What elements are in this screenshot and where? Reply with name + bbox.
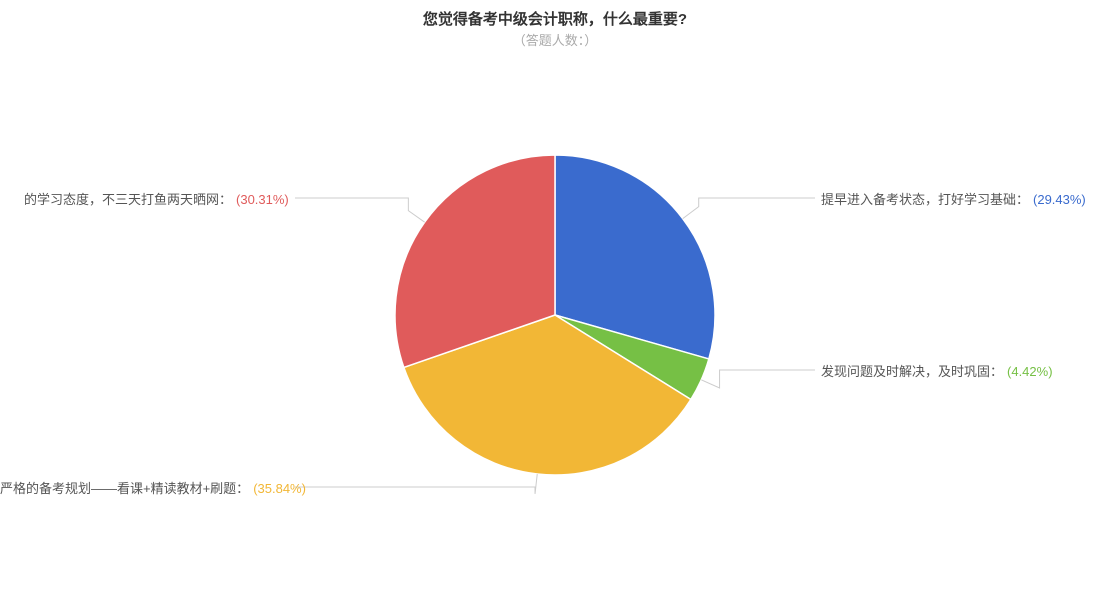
leader-line — [295, 198, 425, 222]
leader-line — [295, 474, 537, 494]
pie-label: 提早进入备考状态，打好学习基础： (29.43%) — [821, 189, 1086, 208]
pie-label: 严格的备考规划——看课+精读教材+刷题： (35.84%) — [0, 478, 306, 497]
pie-label-percent: (30.31%) — [236, 192, 289, 207]
pie-chart-svg — [0, 0, 1110, 600]
pie-label-text: 提早进入备考状态，打好学习基础： — [821, 192, 1029, 207]
chart-container: 您觉得备考中级会计职称，什么最重要? （答题人数：） 提早进入备考状态，打好学习… — [0, 0, 1110, 600]
pie-label-text: 发现问题及时解决，及时巩固： — [821, 364, 1003, 379]
pie-label-text: 的学习态度，不三天打鱼两天晒网： — [24, 192, 232, 207]
pie-slices — [395, 155, 715, 475]
pie-label-percent: (4.42%) — [1007, 364, 1053, 379]
pie-label-percent: (35.84%) — [253, 481, 306, 496]
pie-label: 发现问题及时解决，及时巩固： (4.42%) — [821, 361, 1053, 380]
leader-line — [683, 198, 815, 219]
leader-line — [701, 370, 815, 388]
pie-label-percent: (29.43%) — [1033, 192, 1086, 207]
pie-label: 的学习态度，不三天打鱼两天晒网： (30.31%) — [24, 189, 289, 208]
pie-label-text: 严格的备考规划——看课+精读教材+刷题： — [0, 481, 249, 496]
